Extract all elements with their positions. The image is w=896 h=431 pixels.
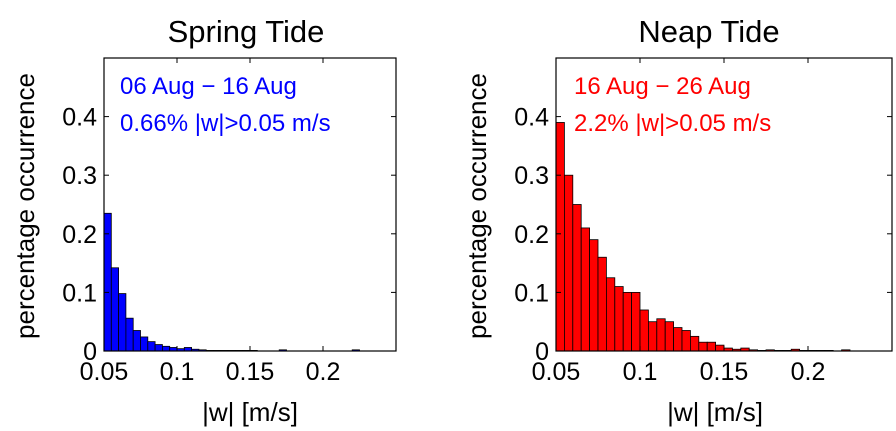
histogram-bar — [555, 122, 565, 352]
x-tick-label: 0.2 — [306, 358, 341, 386]
tick-marks — [103, 58, 396, 352]
histogram-bar — [698, 341, 708, 352]
x-tick-labels: 0.05 0.1 0.15 0.2 — [80, 358, 341, 386]
histogram-bar — [597, 256, 607, 352]
y-tick-label: 0.4 — [514, 104, 549, 132]
histogram-bar — [580, 227, 591, 352]
histogram-bar — [140, 336, 149, 352]
x-axis-label: |w| [m/s] — [202, 397, 298, 427]
y-tick-label: 0 — [83, 338, 97, 366]
bar-series — [555, 122, 851, 352]
y-tick-labels: 0 0.1 0.2 0.3 0.4 — [62, 104, 97, 366]
histogram-bar — [154, 344, 163, 352]
histogram-bar — [681, 330, 691, 352]
chart-title: Spring Tide — [168, 14, 325, 49]
histogram-bar — [706, 341, 717, 352]
y-tick-label: 0.1 — [514, 279, 549, 307]
histogram-bar — [589, 239, 599, 352]
y-tick-label: 0.3 — [514, 162, 549, 190]
y-tick-label: 0.3 — [62, 162, 97, 190]
histogram-bar — [673, 327, 683, 352]
threshold-annotation: 0.66% |w|>0.05 m/s — [120, 110, 331, 137]
histogram-bar — [631, 291, 641, 352]
x-tick-labels: 0.05 0.1 0.15 0.2 — [532, 358, 826, 386]
date-range-annotation: 06 Aug − 16 Aug — [120, 73, 297, 100]
histogram-bar — [564, 174, 574, 352]
histogram-bar — [715, 344, 725, 352]
x-tick-label: 0.05 — [532, 358, 581, 386]
x-axis-label: |w| [m/s] — [667, 397, 763, 427]
histogram-bar — [606, 277, 616, 352]
histogram-bar — [118, 293, 127, 352]
axes-frame — [555, 57, 893, 352]
y-axis-label: percentage occurrence — [462, 73, 492, 339]
y-tick-label: 0.1 — [62, 279, 97, 307]
x-tick-label: 0.1 — [623, 358, 658, 386]
threshold-annotation: 2.2% |w|>0.05 m/s — [574, 110, 771, 137]
chart-title: Neap Tide — [638, 14, 779, 49]
histogram-bar — [147, 341, 156, 352]
x-tick-label: 0.15 — [226, 358, 275, 386]
histogram-bar — [161, 345, 171, 352]
spring-tide-panel: Spring Tide 0 0.1 0.2 0.3 0.4 0.05 0.1 0.15 0.2… — [10, 14, 397, 427]
x-tick-label: 0.1 — [160, 358, 195, 386]
histogram-bar — [125, 317, 134, 352]
histogram-bar — [656, 318, 666, 352]
y-tick-labels: 0 0.1 0.2 0.3 0.4 — [514, 104, 549, 366]
histogram-bar — [572, 204, 582, 352]
y-tick-label: 0.2 — [62, 221, 97, 249]
neap-tide-panel: Neap Tide 0 0.1 0.2 0.3 0.4 0.05 0.1 0.15 0.2 |… — [462, 14, 893, 427]
histogram-bar — [614, 286, 624, 352]
date-range-annotation: 16 Aug − 26 Aug — [574, 73, 751, 100]
bar-series — [103, 212, 360, 352]
histogram-bar — [664, 321, 675, 352]
x-tick-label: 0.15 — [700, 358, 749, 386]
x-tick-label: 0.2 — [791, 358, 826, 386]
axes-frame — [103, 57, 397, 352]
histogram-bar — [132, 330, 141, 352]
histogram-bar — [690, 335, 700, 352]
histogram-bar — [622, 291, 633, 352]
x-tick-label: 0.05 — [80, 358, 129, 386]
histogram-bar — [639, 309, 649, 352]
histogram-bar — [648, 321, 658, 352]
y-tick-label: 0 — [535, 338, 549, 366]
y-axis-label: percentage occurrence — [10, 73, 40, 339]
histogram-bar — [110, 267, 120, 352]
y-tick-label: 0.4 — [62, 104, 97, 132]
y-tick-label: 0.2 — [514, 221, 549, 249]
